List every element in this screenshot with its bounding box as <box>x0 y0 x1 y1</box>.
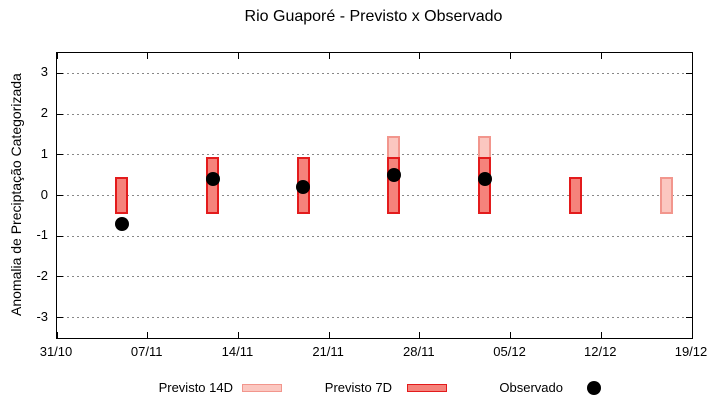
legend-swatch-previsto-14d <box>242 384 282 392</box>
gridline-y1 <box>57 154 692 156</box>
gridline-y-3 <box>57 317 692 319</box>
x-tick-label: 14/11 <box>221 344 254 359</box>
x-tick-mark-top <box>56 53 58 59</box>
y-tick-mark-right <box>686 113 692 115</box>
x-tick-mark-top <box>147 53 149 59</box>
y-tick-mark-left <box>57 276 63 278</box>
observed-dot <box>386 168 401 183</box>
observed-dot <box>114 217 129 231</box>
chart-title: Rio Guaporé - Previsto x Observado <box>244 8 503 25</box>
x-tick-label: 28/11 <box>403 344 435 359</box>
y-tick-mark-right <box>686 276 692 278</box>
x-tick-mark-bottom <box>600 332 602 338</box>
y-tick-label: -1 <box>36 227 48 243</box>
legend-label-observado: Observado <box>499 380 563 395</box>
forecast-7d-bar <box>387 156 401 214</box>
y-tick-mark-right <box>686 235 692 237</box>
y-tick-label: 0 <box>40 186 48 202</box>
y-tick-mark-left <box>57 317 63 319</box>
x-tick-label: 07/11 <box>130 344 163 359</box>
legend-label-previsto-14d: Previsto 14D <box>158 380 233 395</box>
x-tick-mark-bottom <box>237 332 239 338</box>
y-tick-mark-left <box>57 235 63 237</box>
y-tick-mark-left <box>57 154 63 156</box>
gridline-y-2 <box>57 276 692 278</box>
observed-dot <box>477 172 492 187</box>
y-tick-label: -2 <box>36 267 48 283</box>
x-tick-mark-top <box>691 53 693 59</box>
x-tick-label: 19/12 <box>674 344 708 359</box>
x-tick-mark-bottom <box>419 332 421 338</box>
y-tick-mark-left <box>57 113 63 115</box>
forecast-7d-bar <box>568 177 582 214</box>
y-tick-mark-right <box>686 72 692 74</box>
forecast-7d-bar <box>115 177 129 214</box>
x-tick-label: 05/12 <box>493 344 526 359</box>
y-tick-mark-right <box>686 154 692 156</box>
y-tick-mark-right <box>686 317 692 319</box>
forecast-14d-bar <box>659 177 673 214</box>
y-tick-mark-left <box>57 195 63 196</box>
x-tick-label: 31/10 <box>39 344 73 359</box>
observed-dot <box>205 172 220 187</box>
gridline-y0 <box>57 195 692 196</box>
gridline-y2 <box>57 113 692 115</box>
x-tick-mark-bottom <box>691 332 693 338</box>
x-tick-mark-bottom <box>56 332 58 338</box>
gridline-y3 <box>57 72 692 74</box>
y-tick-label: 3 <box>40 64 48 80</box>
y-tick-label: 2 <box>40 105 48 121</box>
x-tick-mark-bottom <box>147 332 149 338</box>
y-tick-label: -3 <box>36 308 48 324</box>
x-tick-label: 12/12 <box>584 344 617 359</box>
legend-observed-dot-icon <box>587 381 601 395</box>
x-tick-mark-top <box>600 53 602 59</box>
y-tick-label: 1 <box>40 145 48 161</box>
x-tick-mark-bottom <box>510 332 512 338</box>
x-tick-mark-bottom <box>328 332 330 338</box>
x-tick-mark-top <box>510 53 512 59</box>
x-tick-mark-top <box>237 53 239 59</box>
y-tick-mark-left <box>57 72 63 74</box>
x-tick-mark-top <box>419 53 421 59</box>
x-tick-label: 21/11 <box>312 344 344 359</box>
x-tick-mark-top <box>328 53 330 59</box>
plot-area <box>56 52 693 339</box>
legend-label-previsto-7d: Previsto 7D <box>324 380 392 395</box>
gridline-y-1 <box>57 235 692 237</box>
legend-swatch-previsto-7d <box>407 384 447 392</box>
y-tick-mark-right <box>686 195 692 196</box>
observed-dot <box>296 180 311 195</box>
